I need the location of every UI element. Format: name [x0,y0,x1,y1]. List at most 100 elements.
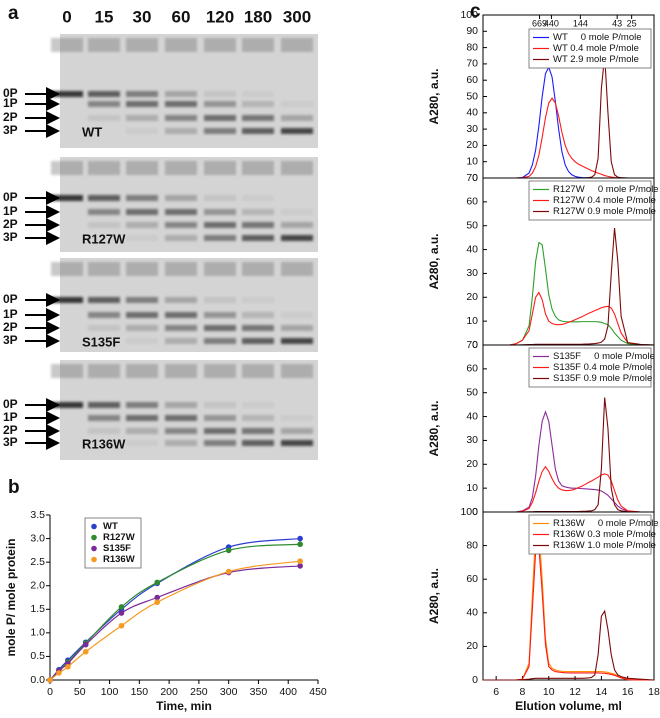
band-label: 3P [3,230,18,244]
gel-band [204,440,236,446]
y-tick-label: 90 [466,25,478,37]
gel-band [281,209,313,215]
gel-band [242,222,274,228]
gel-band [242,101,274,107]
band-label: 2P [3,320,18,334]
data-point [118,622,125,629]
y-tick-label: 40 [466,107,478,119]
series-line [483,55,654,179]
x-tick-label: 16 [622,686,634,698]
y-tick-label: 60 [466,74,478,86]
data-point [225,568,232,575]
y-tick-label: 1.0 [30,627,45,639]
data-point [56,670,62,676]
series-line [483,97,654,179]
sample-label: R127W [82,231,126,246]
gel-smear [165,38,197,52]
gel-band [165,209,197,215]
y-tick-label: 80 [466,41,478,53]
gel-band [88,415,120,421]
series-line [49,565,301,681]
gel-band [88,91,120,97]
series-line [483,65,654,179]
gel-smear [204,38,236,52]
gel-band [88,222,120,228]
gel-band [281,325,313,331]
x-tick-label: 10 [543,686,555,698]
y-tick-label: 20 [466,139,478,151]
gel-band [165,338,197,344]
gel-band [204,91,236,97]
gel-smear [281,38,313,52]
series-line [483,545,654,681]
series-line [483,410,654,513]
gel-band [242,115,274,121]
gel-band [126,209,158,215]
legend-label: R127W 0.9 mole P/mole [553,206,656,217]
gel-smear [88,38,120,52]
gel-smear [88,161,120,175]
y-tick-label: 2.0 [30,579,45,591]
band-label: 1P [3,96,18,110]
x-tick-label: 12 [569,686,581,698]
legend-label: S135F 0.9 mole P/mole [553,373,652,384]
y-tick-label: 0.0 [30,674,45,686]
x-tick-label: 8 [520,686,526,698]
lane-label: 0 [62,7,71,26]
gel-smear [204,161,236,175]
legend-label: WT 0.4 mole P/mole [553,43,639,54]
y-tick-label: 0 [472,339,478,351]
band-label: 3P [3,435,18,449]
sample-label: R136W [82,436,126,451]
gel-band [126,402,158,408]
data-point [297,563,303,569]
x-tick-label: 200 [160,686,178,698]
y-tick-label: 20 [466,458,478,470]
gel-band [51,402,83,408]
legend-label: S135F 0 mole P/mole [553,351,655,362]
band-label: 1P [3,307,18,321]
marker-label: 440 [544,18,559,28]
x-tick-label: 450 [309,686,327,698]
y-axis-label: A280, a.u. [427,400,441,456]
gel-band [126,428,158,434]
gel-smear [204,262,236,276]
legend-swatch [91,545,97,552]
y-tick-label: 10 [466,482,478,494]
series-line [483,241,655,346]
gel-band [242,312,274,318]
lane-label: 120 [206,7,234,26]
data-point [297,558,303,564]
gel-band [204,115,236,121]
gel-band [126,297,158,303]
y-axis-label: A280, a.u. [427,233,441,289]
y-tick-label: 3.0 [30,532,45,544]
legend-label: S135F 0.4 mole P/mole [553,362,652,373]
band-label: 1P [3,204,18,218]
gel-band [281,222,313,228]
lane-label: 300 [283,7,311,26]
gel-smear [165,161,197,175]
panel-label: b [8,477,20,498]
y-axis-label: A280, a.u. [427,568,441,624]
y-tick-label: 70 [466,58,478,70]
y-axis-label: mole P/ mole protein [4,538,18,656]
band-label: 2P [3,217,18,231]
gel-band [242,338,274,344]
y-tick-label: 40 [466,410,478,422]
gel-band [126,195,158,201]
sample-label: WT [82,124,102,139]
gel-band [165,91,197,97]
legend-box [528,28,652,69]
gel-band [204,312,236,318]
legend-swatch [91,556,97,563]
legend-box [528,180,652,221]
gel-band [165,325,197,331]
y-tick-label: 20 [466,291,478,303]
gel-band [88,325,120,331]
gel-smear [126,161,158,175]
y-tick-label: 1.5 [30,603,45,615]
gel-band [126,235,158,241]
gel-smear [281,364,313,378]
